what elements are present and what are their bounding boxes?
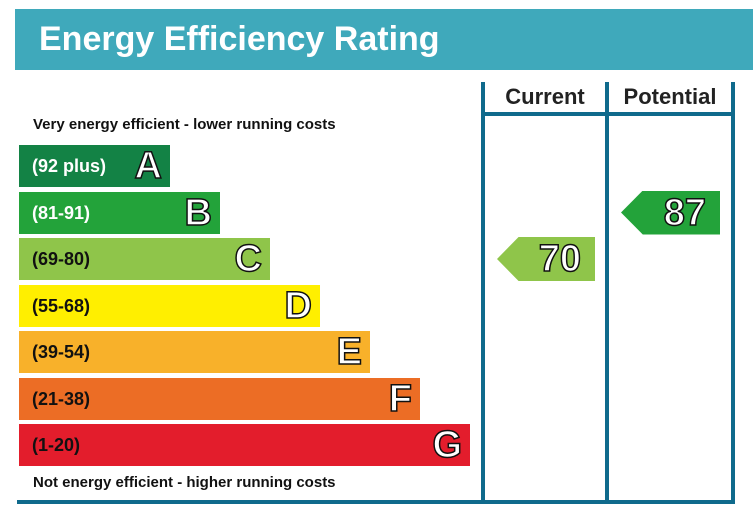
frame-line-bottom	[17, 500, 735, 504]
current-rating-arrow: 70	[497, 237, 595, 281]
band-range: (92 plus)	[32, 156, 107, 176]
potential-rating-value: 87	[663, 191, 707, 235]
column-header-current: Current	[505, 84, 585, 109]
band-b: (81-91) B	[19, 191, 220, 235]
current-rating-value: 70	[538, 237, 582, 281]
band-letter: B	[184, 191, 213, 235]
band-e: (39-54) E	[19, 330, 370, 374]
band-range: (69-80)	[32, 249, 91, 269]
header-banner: Energy Efficiency Rating	[15, 9, 753, 70]
column-header-potential: Potential	[623, 84, 717, 109]
band-range: (39-54)	[32, 342, 91, 362]
band-f: (21-38) F	[19, 377, 420, 421]
frame-line-middle	[605, 82, 609, 503]
frame-line-right	[731, 82, 735, 503]
band-range: (55-68)	[32, 295, 91, 316]
band-c: (69-80) C	[19, 237, 270, 281]
band-d: (55-68) D	[19, 284, 320, 328]
band-letter: F	[388, 377, 413, 421]
note-bottom: Not energy efficient - higher running co…	[33, 474, 336, 491]
note-top: Very energy efficient - lower running co…	[33, 116, 336, 133]
frame-line-left	[481, 82, 485, 503]
band-range: (1-20)	[32, 435, 81, 455]
band-letter: D	[284, 284, 313, 328]
band-g: (1-20) G	[19, 423, 470, 467]
band-letter: C	[234, 237, 263, 281]
frame-line-header	[481, 112, 735, 116]
band-a: (92 plus) A	[19, 144, 170, 188]
band-range: (21-38)	[32, 388, 91, 409]
band-letter: G	[432, 423, 463, 467]
band-letter: E	[336, 330, 363, 374]
page-title: Energy Efficiency Rating	[39, 20, 440, 58]
potential-rating-arrow: 87	[621, 190, 720, 235]
band-range: (81-91)	[32, 202, 91, 223]
band-letter: A	[134, 144, 163, 188]
